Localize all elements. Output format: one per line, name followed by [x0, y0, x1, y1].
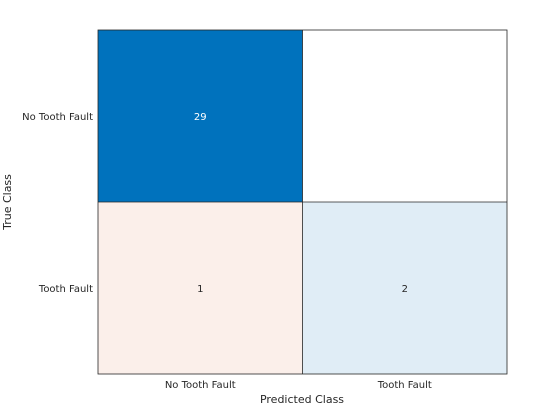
row-tick-label: Tooth Fault — [38, 284, 93, 295]
axis-tick-labels: No Tooth Fault Tooth Fault No Tooth Fault T… — [22, 112, 432, 391]
cell-value-label: 29 — [194, 112, 207, 123]
matrix-cell-r0-c1 — [302, 30, 507, 202]
column-tick-label: No Tooth Fault — [165, 380, 236, 391]
cell-value-label: 1 — [197, 284, 203, 295]
matrix-cell-labels: 29 1 2 — [194, 112, 408, 295]
matrix-cell-r1-c1 — [302, 202, 507, 374]
matrix-cells — [98, 30, 507, 374]
row-tick-label: No Tooth Fault — [22, 112, 93, 123]
matrix-cell-r1-c0 — [98, 202, 303, 374]
column-tick-label: Tooth Fault — [377, 380, 432, 391]
x-axis-label: Predicted Class — [260, 393, 344, 406]
matrix-grid-lines — [97, 29, 508, 375]
matrix-cell-r0-c0 — [98, 30, 303, 202]
y-axis-label: True Class — [1, 174, 14, 231]
cell-value-label: 2 — [402, 284, 408, 295]
